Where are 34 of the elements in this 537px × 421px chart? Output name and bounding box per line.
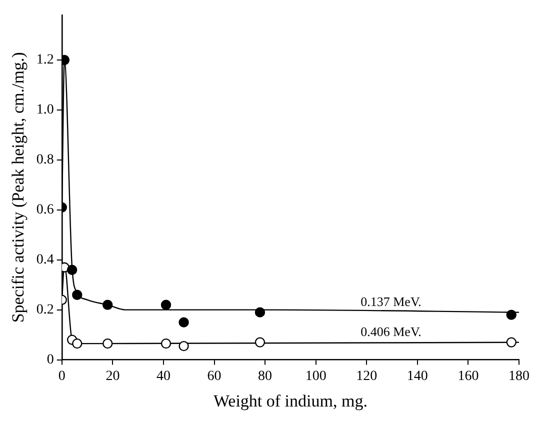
point [160, 338, 172, 349]
x-tick-label: 20 [106, 368, 120, 384]
series-label: 0.137 MeV. [360, 294, 422, 310]
point [178, 317, 189, 328]
point [254, 307, 266, 318]
x-tick-label: 0 [58, 368, 66, 384]
point [102, 338, 113, 349]
y-tick-label: 0.4 [36, 252, 54, 268]
x-tick-label: 160 [458, 368, 479, 384]
x-tick-label: 100 [305, 368, 326, 384]
x-tick-label: 60 [207, 368, 222, 384]
x-tick-label: 140 [406, 368, 428, 384]
point [178, 340, 189, 352]
point [66, 264, 78, 275]
point [72, 338, 82, 349]
x-tick-label: 180 [508, 368, 530, 384]
x-tick-label: 120 [356, 368, 378, 384]
y-tick-label: 0.6 [36, 202, 54, 218]
y-tick-label: 0.2 [36, 302, 54, 318]
y-tick-label: 0.8 [36, 152, 54, 168]
x-tick-label: 40 [156, 368, 170, 384]
point [160, 300, 172, 310]
point [72, 290, 82, 300]
x-axis-title: Weight of indium, mg. [213, 391, 368, 410]
point [506, 337, 516, 348]
point [254, 337, 266, 348]
point [506, 310, 516, 320]
point [102, 300, 113, 310]
y-tick-label: 0 [46, 352, 54, 368]
y-tick-label: 1.2 [36, 52, 54, 68]
y-axis-title: Specific activity (Peak height, cm./mg.) [8, 52, 28, 323]
series-label: 0.406 MeV. [360, 324, 422, 340]
x-tick-label: 80 [258, 368, 272, 384]
y-tick-label: 1.0 [36, 102, 54, 118]
